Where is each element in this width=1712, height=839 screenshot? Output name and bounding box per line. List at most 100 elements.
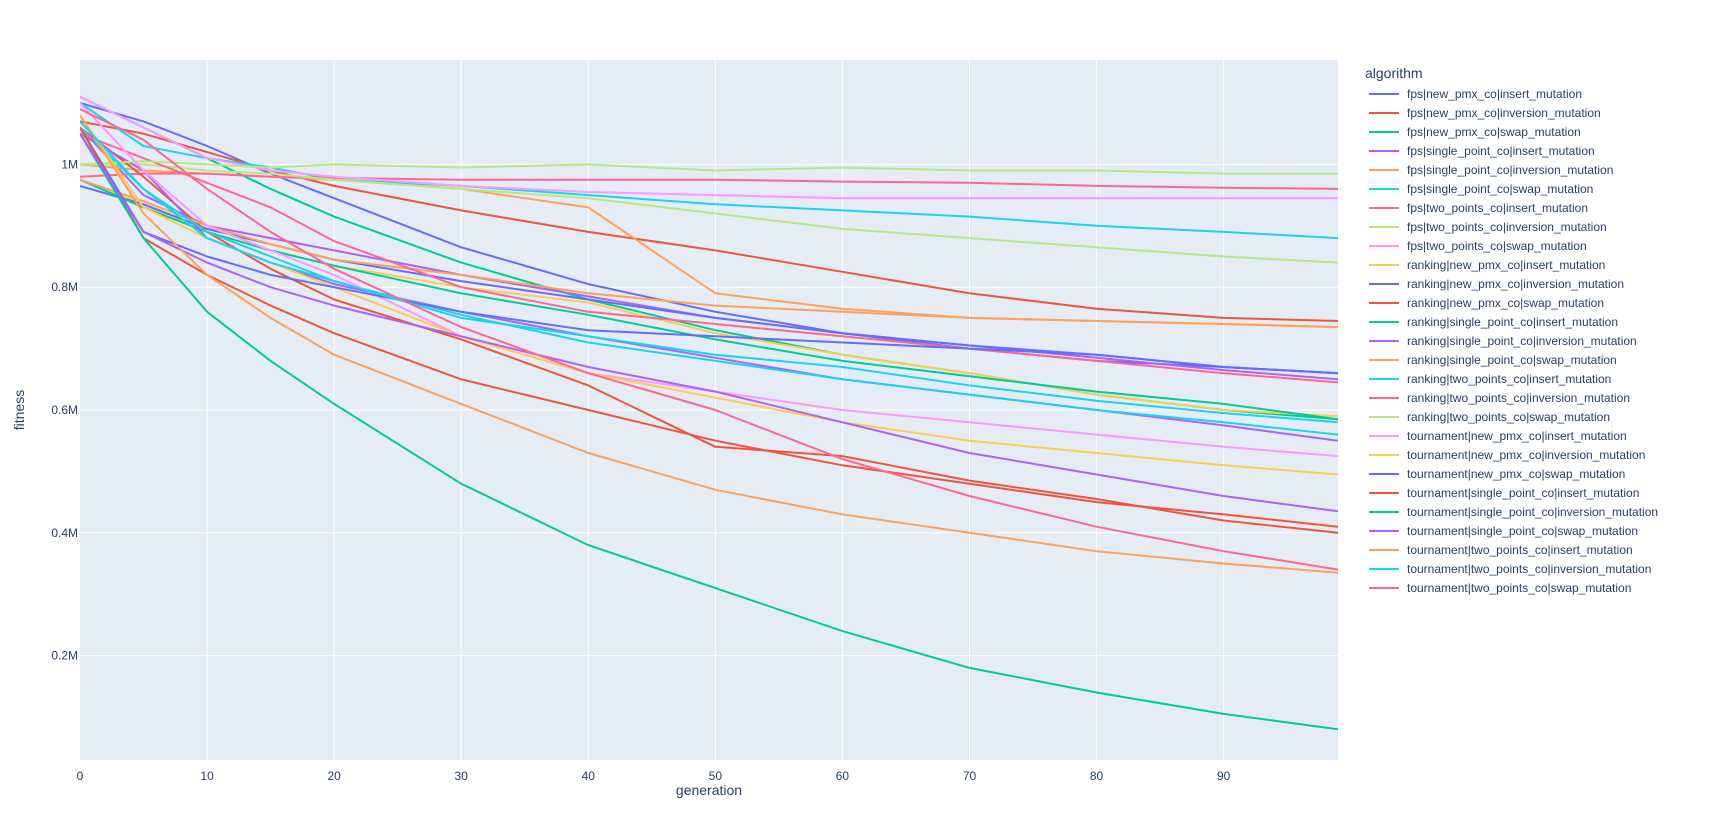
legend-swatch [1369,187,1399,190]
legend-item[interactable]: fps|two_points_co|swap_mutation [1365,236,1705,255]
legend-item[interactable]: fps|new_pmx_co|swap_mutation [1365,122,1705,141]
legend-item[interactable]: fps|single_point_co|inversion_mutation [1365,160,1705,179]
legend-label: fps|new_pmx_co|swap_mutation [1407,124,1581,139]
legend-swatch [1369,111,1399,114]
legend-swatch [1369,510,1399,513]
legend-label: ranking|two_points_co|insert_mutation [1407,371,1612,386]
series-lines [80,95,1338,731]
legend-label: fps|two_points_co|swap_mutation [1407,238,1587,253]
legend-swatch [1369,263,1399,266]
series-line-23 [80,133,1338,513]
legend-item[interactable]: tournament|new_pmx_co|inversion_mutation [1365,445,1705,464]
series-line-26 [80,108,1338,571]
legend-item[interactable]: ranking|new_pmx_co|inversion_mutation [1365,274,1705,293]
legend-swatch [1369,358,1399,361]
y-tick-label: 0.2M [51,649,78,663]
legend-item[interactable]: fps|two_points_co|inversion_mutation [1365,217,1705,236]
legend-swatch [1369,586,1399,589]
legend-swatch [1369,548,1399,551]
legend-items: fps|new_pmx_co|insert_mutation fps|new_pm… [1365,84,1705,597]
legend-item[interactable]: tournament|two_points_co|swap_mutation [1365,578,1705,597]
legend-swatch [1369,206,1399,209]
x-tick-label: 80 [1090,769,1104,783]
legend-label: ranking|single_point_co|insert_mutation [1407,314,1619,329]
legend-label: tournament|new_pmx_co|swap_mutation [1407,466,1626,481]
legend-swatch [1369,415,1399,418]
x-tick-label: 40 [582,769,596,783]
legend-label: ranking|new_pmx_co|swap_mutation [1407,295,1605,310]
legend-label: tournament|two_points_co|inversion_mutat… [1407,561,1652,576]
legend-item[interactable]: fps|single_point_co|insert_mutation [1365,141,1705,160]
legend-swatch [1369,320,1399,323]
x-tick-label: 20 [327,769,341,783]
legend-label: tournament|two_points_co|swap_mutation [1407,580,1632,595]
x-tick-label: 60 [836,769,850,783]
legend-label: fps|two_points_co|inversion_mutation [1407,219,1607,234]
legend-swatch [1369,472,1399,475]
legend-swatch [1369,453,1399,456]
legend-title: algorithm [1365,65,1423,81]
legend-item[interactable]: ranking|single_point_co|inversion_mutati… [1365,331,1705,350]
x-tick-label: 50 [709,769,723,783]
legend-label: fps|single_point_co|inversion_mutation [1407,162,1614,177]
legend-swatch [1369,377,1399,380]
legend-swatch [1369,149,1399,152]
legend-item[interactable]: ranking|single_point_co|insert_mutation [1365,312,1705,331]
legend-label: ranking|new_pmx_co|inversion_mutation [1407,276,1625,291]
legend-label: fps|single_point_co|swap_mutation [1407,181,1594,196]
legend-item[interactable]: ranking|two_points_co|swap_mutation [1365,407,1705,426]
series-line-1 [80,120,1338,322]
legend-label: fps|new_pmx_co|insert_mutation [1407,86,1582,101]
legend-label: tournament|single_point_co|insert_mutati… [1407,485,1640,500]
legend-item[interactable]: fps|new_pmx_co|insert_mutation [1365,84,1705,103]
legend-swatch [1369,225,1399,228]
legend-label: tournament|two_points_co|insert_mutation [1407,542,1633,557]
series-line-22 [80,133,1338,731]
y-tick-label: 1M [61,157,78,171]
x-axis-title: generation [676,782,742,798]
series-line-8 [80,95,1338,200]
legend-item[interactable]: tournament|single_point_co|insert_mutati… [1365,483,1705,502]
legend-swatch [1369,339,1399,342]
series-line-16 [80,132,1338,384]
legend-swatch [1369,130,1399,133]
legend-label: ranking|two_points_co|swap_mutation [1407,409,1611,424]
x-tick-label: 90 [1217,769,1231,783]
legend-swatch [1369,567,1399,570]
legend-swatch [1369,491,1399,494]
y-tick-label: 0.4M [51,526,78,540]
legend-item[interactable]: ranking|new_pmx_co|swap_mutation [1365,293,1705,312]
legend-swatch [1369,396,1399,399]
legend-item[interactable]: tournament|single_point_co|swap_mutation [1365,521,1705,540]
legend-item[interactable]: fps|two_points_co|insert_mutation [1365,198,1705,217]
legend-swatch [1369,168,1399,171]
legend-item[interactable]: ranking|single_point_co|swap_mutation [1365,350,1705,369]
x-tick-label: 10 [200,769,214,783]
legend-item[interactable]: fps|new_pmx_co|inversion_mutation [1365,103,1705,122]
x-tick-label: 0 [77,769,84,783]
legend-label: fps|two_points_co|insert_mutation [1407,200,1589,215]
y-tick-label: 0.8M [51,280,78,294]
x-tick-label: 30 [455,769,469,783]
series-line-20 [80,126,1338,375]
x-tick-labels: 0 10 20 30 40 50 60 70 80 90 [77,769,1231,783]
legend-item[interactable]: tournament|new_pmx_co|swap_mutation [1365,464,1705,483]
legend-item[interactable]: ranking|new_pmx_co|insert_mutation [1365,255,1705,274]
y-tick-labels: 0.2M 0.4M 0.6M 0.8M 1M [51,157,78,662]
legend-item[interactable]: fps|single_point_co|swap_mutation [1365,179,1705,198]
legend-label: ranking|single_point_co|swap_mutation [1407,352,1617,367]
legend-swatch [1369,92,1399,95]
legend-item[interactable]: tournament|single_point_co|inversion_mut… [1365,502,1705,521]
legend-item[interactable]: tournament|two_points_co|inversion_mutat… [1365,559,1705,578]
legend-item[interactable]: ranking|two_points_co|inversion_mutation [1365,388,1705,407]
legend-label: ranking|single_point_co|inversion_mutati… [1407,333,1637,348]
legend-item[interactable]: tournament|new_pmx_co|insert_mutation [1365,426,1705,445]
legend-swatch [1369,529,1399,532]
series-line-24 [80,114,1338,574]
legend-item[interactable]: ranking|two_points_co|insert_mutation [1365,369,1705,388]
legend-swatch [1369,301,1399,304]
legend-item[interactable]: tournament|two_points_co|insert_mutation [1365,540,1705,559]
x-tick-label: 70 [963,769,977,783]
